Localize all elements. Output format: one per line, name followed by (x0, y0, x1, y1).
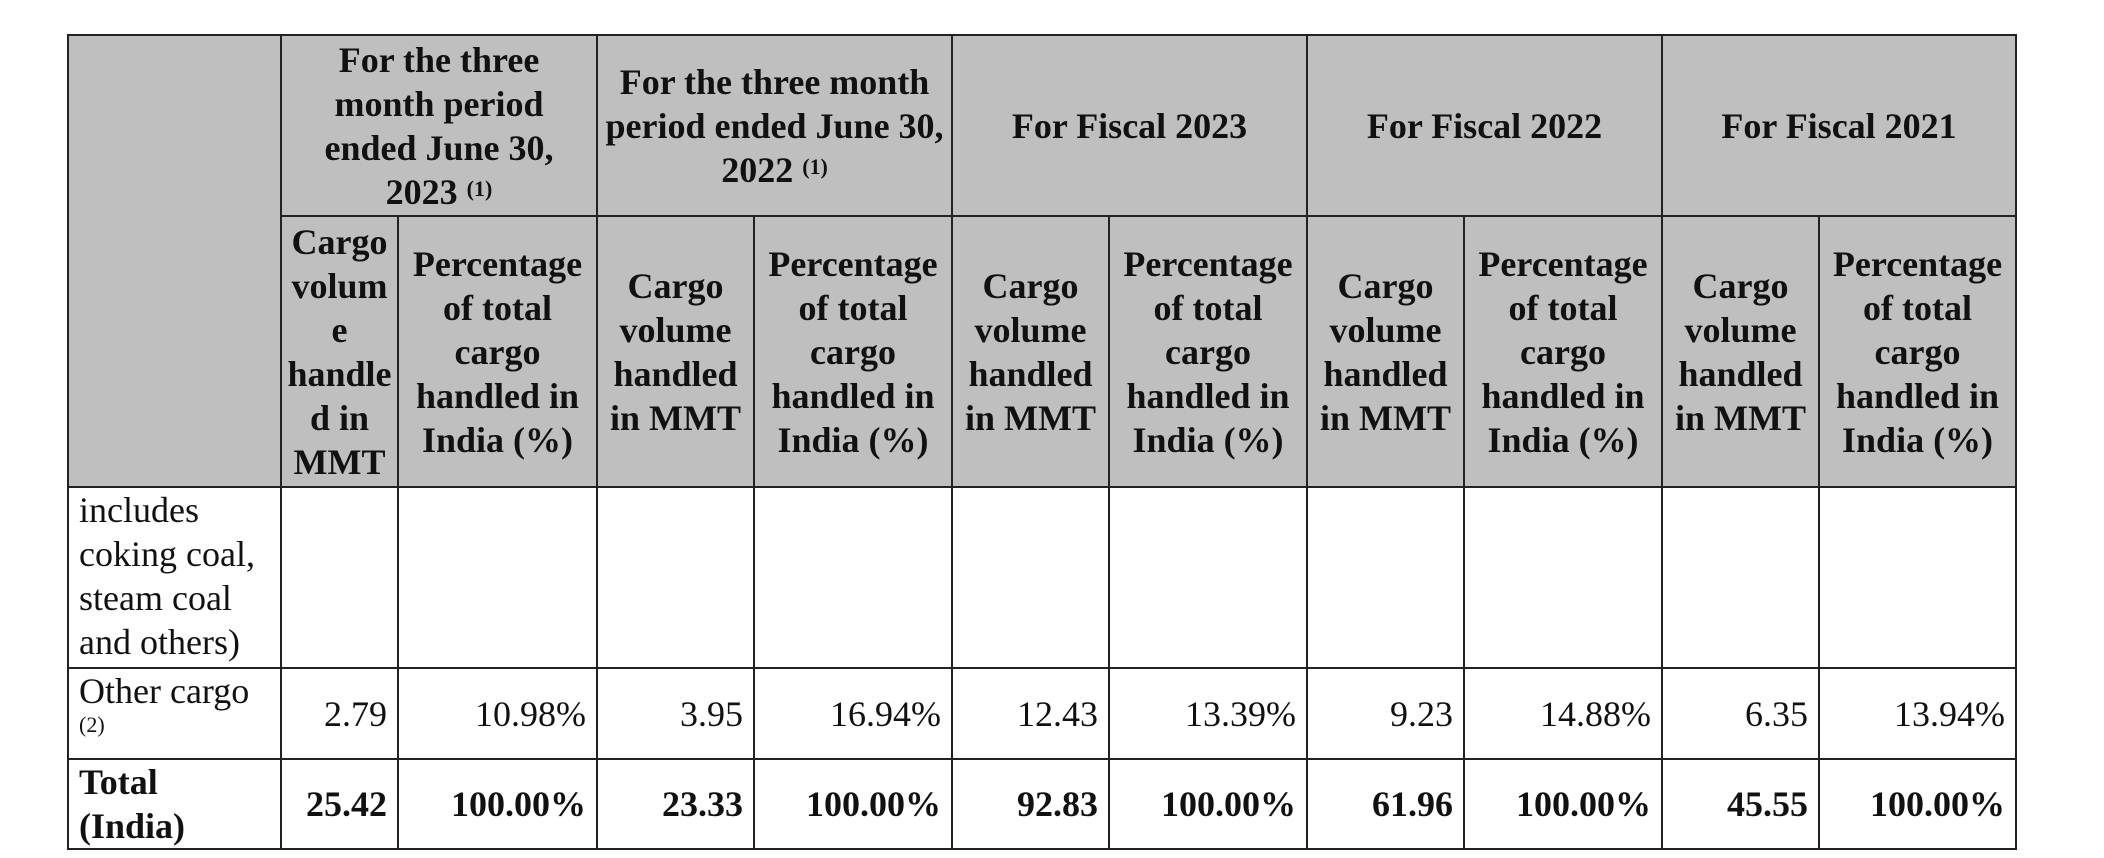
group-header: For Fiscal 2023 (951, 34, 1309, 217)
value-cell: 45.55 (1661, 758, 1821, 850)
value-cell: 100.00% (1463, 758, 1664, 850)
value-text: 9.23 (1390, 693, 1454, 734)
value-cell: 14.88% (1463, 667, 1664, 760)
value-cell: 23.33 (596, 758, 756, 850)
value-text: 100.00% (1516, 784, 1652, 824)
value-cell (1463, 486, 1664, 669)
header-row: For the three month period ended June 30… (67, 34, 2018, 488)
value-text: 61.96 (1372, 784, 1454, 824)
value-text: 13.94% (1894, 693, 2006, 734)
sub-header-text: Percentage of total cargo handled in Ind… (1478, 243, 1648, 460)
value-cell: 2.79 (280, 667, 399, 760)
value-cell: 16.94% (753, 667, 954, 760)
value-text: 14.88% (1540, 693, 1652, 734)
sub-header-text: Percentage of total cargo handled in Ind… (768, 243, 938, 460)
cargo-table: For the three month period ended June 30… (67, 34, 2018, 850)
row-label: Other cargo (2) (67, 667, 282, 760)
value-cell (1108, 486, 1309, 669)
data-row: includes coking coal, steam coal and oth… (67, 486, 2018, 669)
group-header: For Fiscal 2022 (1306, 34, 1664, 217)
row-label-text: Other cargo (79, 671, 250, 711)
sub-header-text: Cargo volume handled in MMT (1320, 265, 1452, 438)
data-row: Other cargo (2) 2.79 10.98% 3.95 16.94% 12.43 1… (67, 667, 2018, 760)
sub-header-text: Cargo volume handled in MMT (287, 221, 392, 482)
value-cell: 6.35 (1661, 667, 1821, 760)
value-cell: 61.96 (1306, 758, 1466, 850)
group-label: For the three month period ended June 30… (605, 61, 944, 190)
sub-header-text: Percentage of total cargo handled in Ind… (1123, 243, 1293, 460)
value-text: 25.42 (306, 784, 387, 824)
value-text: 100.00% (451, 784, 587, 824)
data-row: Total (India) 25.42 100.00% 23.33 100.00% 92.… (67, 758, 2018, 850)
footnote-ref: (1) (466, 175, 493, 201)
group-header: For the three month period ended June 30… (596, 34, 954, 217)
value-cell (596, 486, 756, 669)
footnote-ref: (1) (802, 153, 828, 179)
group-label: For the three month period ended June 30… (324, 39, 554, 212)
group-label: For Fiscal 2022 (1366, 105, 1603, 146)
sub-header: Percentage of total cargo handled in Ind… (1108, 215, 1309, 488)
group-label: For Fiscal 2023 (1011, 105, 1248, 146)
value-cell: 100.00% (753, 758, 954, 850)
value-text: 45.55 (1727, 784, 1809, 824)
sub-header: Percentage of total cargo handled in Ind… (1463, 215, 1664, 488)
corner-cell (67, 34, 282, 488)
sub-header: Cargo volume handled in MMT (280, 215, 399, 488)
sub-header: Percentage of total cargo handled in Ind… (1818, 215, 2018, 488)
value-text: 100.00% (806, 784, 942, 824)
value-cell: 12.43 (951, 667, 1111, 760)
sub-header: Cargo volume handled in MMT (596, 215, 756, 488)
row-label: includes coking coal, steam coal and oth… (67, 486, 282, 669)
sub-header: Percentage of total cargo handled in Ind… (396, 215, 599, 488)
row-label-text: includes coking coal, steam coal and oth… (79, 490, 255, 662)
value-text: 6.35 (1745, 693, 1809, 734)
sub-header-text: Cargo volume handled in MMT (1675, 265, 1807, 438)
value-cell (396, 486, 599, 669)
value-cell (1818, 486, 2018, 669)
footnote-ref: (2) (79, 712, 105, 737)
group-header: For Fiscal 2021 (1661, 34, 2018, 217)
row-label: Total (India) (67, 758, 282, 850)
sub-header: Cargo volume handled in MMT (1661, 215, 1821, 488)
sub-header-text: Percentage of total cargo handled in Ind… (412, 243, 583, 460)
value-cell: 25.42 (280, 758, 399, 850)
value-cell (280, 486, 399, 669)
value-cell: 10.98% (396, 667, 599, 760)
value-cell: 9.23 (1306, 667, 1466, 760)
value-text: 10.98% (475, 693, 587, 734)
sub-header: Percentage of total cargo handled in Ind… (753, 215, 954, 488)
value-cell: 3.95 (596, 667, 756, 760)
value-cell: 13.39% (1108, 667, 1309, 760)
sub-header-text: Cargo volume handled in MMT (965, 265, 1097, 438)
value-cell: 92.83 (951, 758, 1111, 850)
value-text: 23.33 (662, 784, 744, 824)
value-cell: 100.00% (1108, 758, 1309, 850)
sub-header: Cargo volume handled in MMT (1306, 215, 1466, 488)
row-label-text: Total (India) (79, 762, 186, 846)
value-cell (753, 486, 954, 669)
group-header: For the three month period ended June 30… (279, 34, 599, 217)
value-text: 2.79 (324, 693, 387, 734)
value-cell: 13.94% (1818, 667, 2018, 760)
value-text: 100.00% (1161, 784, 1297, 824)
value-text: 16.94% (830, 693, 942, 734)
sub-header-text: Percentage of total cargo handled in Ind… (1832, 243, 2003, 460)
value-cell: 100.00% (1818, 758, 2018, 850)
value-text: 3.95 (680, 693, 744, 734)
value-cell (1306, 486, 1466, 669)
group-label: For Fiscal 2021 (1721, 105, 1957, 146)
value-cell (951, 486, 1111, 669)
value-text: 12.43 (1017, 693, 1099, 734)
subheader-row: Cargo volume handled in MMT Percentage of… (68, 215, 2018, 488)
value-cell (1661, 486, 1821, 669)
value-cell: 100.00% (396, 758, 599, 850)
value-text: 100.00% (1870, 784, 2006, 824)
value-text: 92.83 (1017, 784, 1099, 824)
value-text: 13.39% (1185, 693, 1297, 734)
sub-header: Cargo volume handled in MMT (951, 215, 1111, 488)
sub-header-text: Cargo volume handled in MMT (610, 265, 742, 438)
